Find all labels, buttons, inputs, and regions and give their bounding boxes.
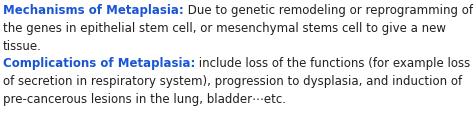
Text: the genes in epithelial stem cell, or mesenchymal stems cell to give a new: the genes in epithelial stem cell, or me… — [3, 22, 446, 35]
Text: Complications of Metaplasia:: Complications of Metaplasia: — [3, 57, 195, 70]
Text: tissue.: tissue. — [3, 39, 42, 52]
Text: of secretion in respiratory system), progression to dysplasia, and induction of: of secretion in respiratory system), pro… — [3, 75, 462, 87]
Text: include loss of the functions (for example loss: include loss of the functions (for examp… — [195, 57, 471, 70]
Text: Due to genetic remodeling or reprogramming of: Due to genetic remodeling or reprogrammi… — [184, 4, 473, 17]
Text: pre-cancerous lesions in the lung, bladder⋯etc.: pre-cancerous lesions in the lung, bladd… — [3, 92, 286, 105]
Text: Mechanisms of Metaplasia:: Mechanisms of Metaplasia: — [3, 4, 184, 17]
